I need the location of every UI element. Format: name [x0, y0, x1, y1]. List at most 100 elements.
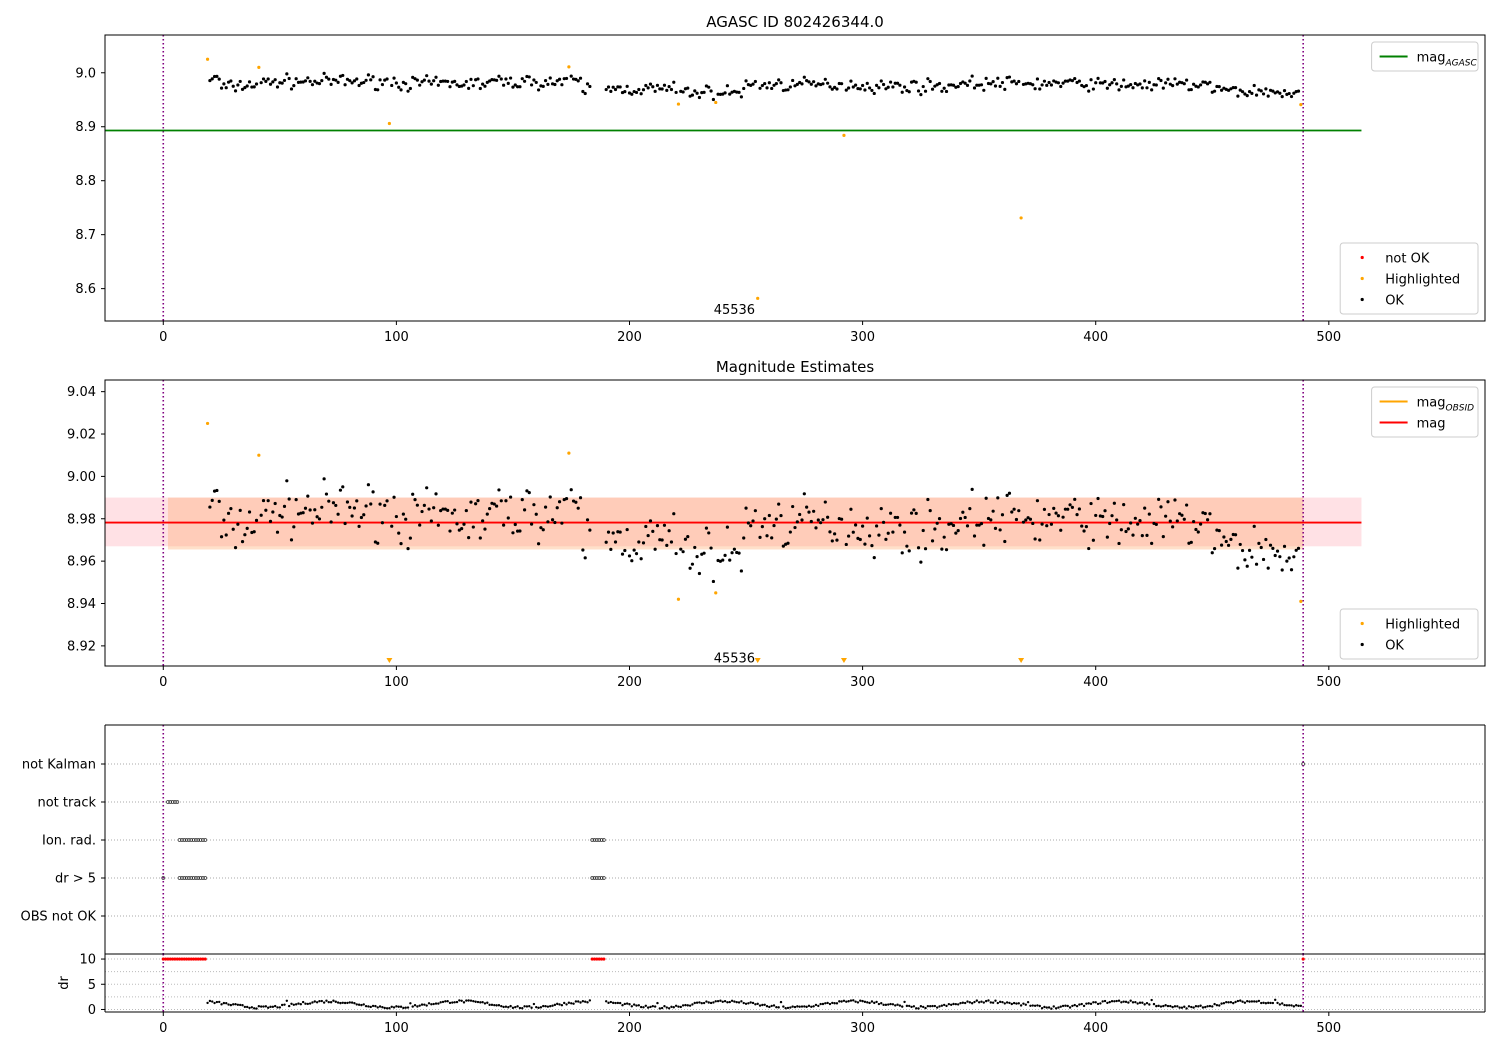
panel-estimates-title: Magnitude Estimates	[716, 358, 874, 376]
legend-frame	[1339, 242, 1479, 315]
flag-category-label: OBS not OK	[21, 910, 97, 925]
ok-point	[996, 496, 1000, 500]
ok-point	[320, 79, 324, 83]
dr-point	[332, 999, 335, 1002]
dr-point	[243, 1005, 247, 1009]
dr-point	[383, 1006, 386, 1010]
flag-marker	[184, 876, 189, 880]
dr-point	[257, 1005, 261, 1008]
dr-point	[1148, 1003, 1151, 1006]
ok-point	[998, 528, 1002, 532]
dr-point	[1183, 1005, 1186, 1008]
ok-point	[1089, 501, 1093, 506]
dr-point	[712, 1001, 715, 1004]
ok-point	[334, 78, 338, 82]
ok-point	[224, 86, 228, 90]
flag-marker	[180, 838, 184, 842]
ok-point	[1196, 85, 1200, 89]
ok-point	[476, 77, 480, 81]
flag-marker	[590, 876, 595, 880]
dr-point	[1260, 1001, 1263, 1005]
ok-point	[1189, 540, 1193, 544]
dr-point	[297, 1002, 300, 1005]
ok-point	[581, 89, 585, 94]
ok-point	[518, 529, 522, 533]
dr-point	[1022, 1002, 1025, 1005]
ok-point	[343, 83, 347, 87]
ok-point	[481, 519, 485, 523]
ok-point	[690, 93, 695, 97]
dr-point	[367, 1005, 370, 1008]
dr-point	[581, 999, 585, 1003]
ok-point	[436, 523, 440, 527]
ok-point	[285, 72, 289, 76]
dr-point	[663, 1004, 666, 1008]
dr-point	[1031, 1004, 1034, 1007]
ok-point	[795, 520, 799, 524]
dr-point	[497, 1004, 501, 1007]
ok-point	[1075, 513, 1079, 517]
ok-point	[975, 523, 979, 527]
dr-point	[740, 1000, 743, 1003]
ok-point	[744, 79, 748, 83]
ok-point	[1259, 545, 1263, 550]
ok-point	[1294, 548, 1298, 552]
flag-marker	[166, 800, 170, 804]
ok-point	[1066, 507, 1070, 511]
dr-point	[814, 1003, 818, 1007]
ok-point	[623, 548, 627, 553]
ok-point	[446, 508, 450, 512]
dr-point	[245, 1005, 249, 1009]
dr-point	[402, 1006, 405, 1010]
flag-marker	[191, 876, 196, 880]
dr-point	[1229, 1001, 1233, 1004]
ok-point	[1154, 522, 1158, 527]
ok-point	[1126, 527, 1130, 531]
ok-point	[315, 515, 319, 519]
ok-point	[1233, 533, 1238, 537]
ok-point	[809, 519, 813, 524]
dr-point	[1197, 1005, 1200, 1008]
ok-point	[401, 80, 405, 84]
dr-point	[1138, 1001, 1142, 1004]
dr-point	[444, 1000, 447, 1003]
ok-point	[947, 83, 951, 87]
ok-point	[1014, 517, 1019, 522]
ok-point	[345, 77, 350, 81]
obsid-annotation: 45536	[714, 303, 755, 318]
ok-point	[546, 520, 550, 524]
ok-point	[835, 538, 839, 542]
flag-marker	[175, 800, 180, 804]
ok-point	[490, 78, 494, 82]
ok-point	[495, 504, 499, 508]
dr-point	[642, 1006, 645, 1009]
ok-point	[497, 74, 501, 78]
dr-point	[385, 1007, 389, 1010]
ok-point	[1243, 558, 1247, 562]
dr-point	[1220, 1002, 1223, 1005]
ok-point	[1070, 79, 1074, 83]
ok-point	[863, 88, 867, 92]
dr-point	[968, 1001, 972, 1004]
ok-point	[464, 508, 468, 513]
dr-point	[1045, 1006, 1048, 1009]
ok-point	[956, 84, 960, 89]
flag-category-label: dr > 5	[55, 872, 96, 887]
ok-point	[812, 509, 816, 513]
ok-point	[1005, 493, 1009, 497]
dr-point	[1054, 1007, 1058, 1010]
ok-point	[744, 506, 748, 510]
dr-point	[437, 1002, 440, 1005]
legend-label: OK	[1385, 639, 1404, 654]
dr-point	[812, 1005, 815, 1008]
ok-point	[1219, 543, 1224, 547]
dr-point	[546, 1005, 550, 1008]
ok-point	[453, 79, 457, 83]
ok-point	[369, 502, 373, 506]
ok-point	[1168, 519, 1172, 523]
highlighted-point	[714, 100, 718, 105]
ok-point	[413, 77, 417, 81]
ok-point	[1173, 498, 1177, 502]
ok-point	[1231, 85, 1235, 90]
y-tick-label: 8.92	[67, 639, 96, 654]
